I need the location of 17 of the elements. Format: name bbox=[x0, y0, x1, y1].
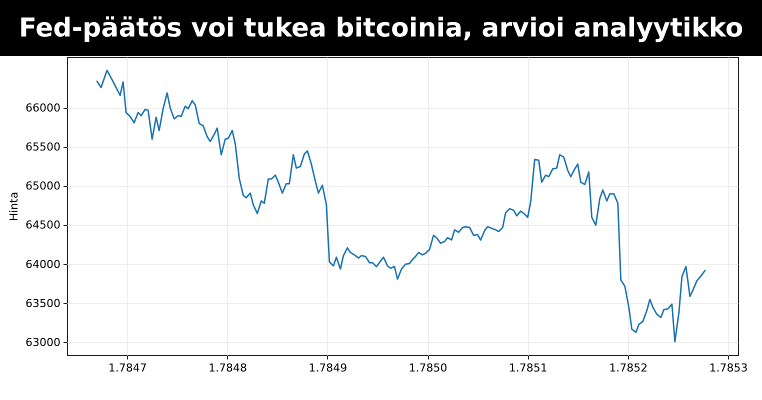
line-series bbox=[96, 70, 706, 342]
x-tick-label: 1.7850 bbox=[408, 362, 448, 374]
x-tick-label: 1.7849 bbox=[308, 362, 348, 374]
chart-title: Fed-päätös voi tukea bitcoinia, arvioi analyytikko bbox=[18, 14, 744, 44]
x-tick-label: 1.7847 bbox=[108, 362, 147, 374]
y-axis-title: Hinta bbox=[8, 192, 21, 222]
x-tick-label: 1.7853 bbox=[709, 362, 748, 374]
x-tick-label: 1.7851 bbox=[508, 362, 548, 374]
x-tick-label: 1.7852 bbox=[609, 362, 648, 374]
x-tick-label: 1.7848 bbox=[208, 362, 247, 374]
y-tick-label: 65000 bbox=[26, 180, 60, 193]
y-tick-label: 64500 bbox=[26, 218, 60, 232]
y-tick-label: 66000 bbox=[26, 101, 60, 114]
y-tick-label: 63000 bbox=[26, 336, 60, 349]
y-tick-label: 64000 bbox=[26, 258, 60, 271]
y-tick-label: 65500 bbox=[26, 140, 60, 154]
y-tick-label: 63500 bbox=[26, 296, 60, 310]
